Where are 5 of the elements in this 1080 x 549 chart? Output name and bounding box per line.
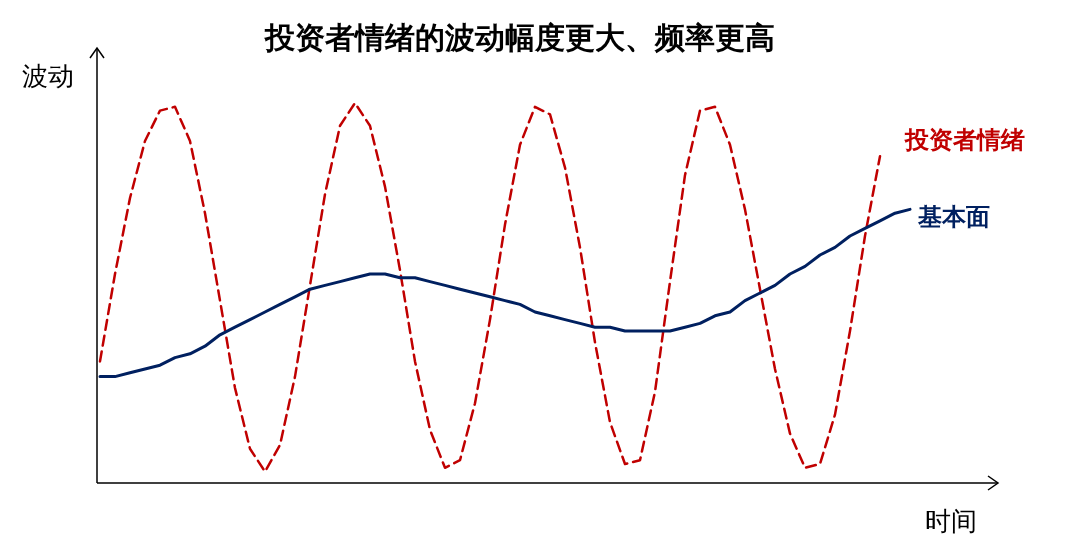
x-axis-title: 时间 (925, 506, 977, 536)
series-label: 基本面 (917, 203, 990, 232)
series-label: 投资者情绪 (904, 126, 1025, 155)
y-axis-title: 波动 (22, 61, 74, 91)
chart-title: 投资者情绪的波动幅度更大、频率更高 (264, 20, 775, 55)
